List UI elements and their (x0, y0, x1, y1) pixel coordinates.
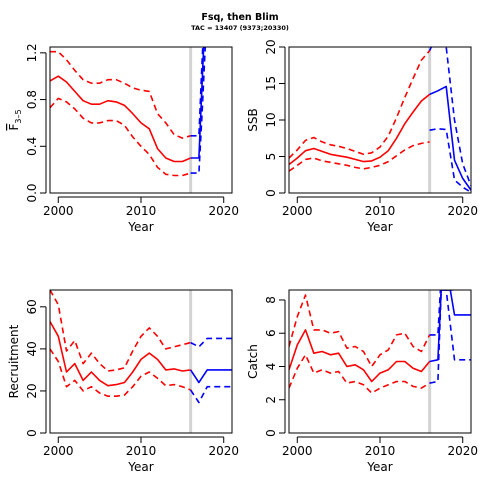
recruitment-ytick-label: 60 (25, 299, 39, 314)
ssb-xtick-label: 2010 (365, 204, 396, 218)
ssb-ytick-label: 15 (264, 76, 278, 91)
recruitment-series-projection-solid-3 (189, 369, 232, 384)
ssb-panel: 2000 2010 2020 0 5 10 15 20 Year SSB (246, 39, 478, 234)
fbar-ytick-label: 1.2 (25, 43, 39, 62)
catch-ytick-label: 8 (264, 296, 278, 304)
fbar-series-projection-solid-3 (190, 47, 205, 159)
catch-xtick-label: 2020 (447, 444, 478, 458)
fbar-xtick-label: 2010 (126, 204, 157, 218)
recruitment-xtick-label: 2010 (126, 444, 157, 458)
ssb-series-projection-solid-3 (429, 85, 471, 191)
recruitment-series-projection-dashed-5 (189, 385, 232, 404)
ssb-ytick-label: 10 (264, 112, 278, 127)
recruitment-ylabel: Recruitment (7, 324, 21, 398)
catch-xtick-label: 2010 (365, 444, 396, 458)
ssb-ylabel: SSB (246, 108, 260, 131)
fbar-xtick-label: 2020 (208, 204, 239, 218)
recruitment-ytick-label: 20 (25, 383, 39, 398)
ssb-xtick-label: 2020 (447, 204, 478, 218)
recruitment-xlabel: Year (127, 460, 153, 474)
catch-ylabel-main: Catch (246, 344, 260, 379)
fbar-series-historical-solid-0 (50, 75, 191, 163)
fbar-series-projection-dashed-4 (190, 47, 204, 137)
fbar-ylabel-main: F (7, 124, 21, 131)
fbar-ylabel: F3–5 (7, 109, 23, 130)
ssb-series-historical-solid-0 (289, 93, 431, 166)
ssb-series-historical-dashed-1 (289, 50, 431, 159)
catch-series-historical-dashed-1 (289, 294, 431, 368)
catch-ylabel: Catch (246, 344, 260, 379)
recruitment-ytick-label: 40 (25, 341, 39, 356)
ssb-plot-frame (288, 46, 472, 194)
recruitment-series-historical-solid-0 (50, 321, 191, 387)
fbar-plot-frame (49, 46, 233, 194)
ssb-series-projection-dashed-4 (428, 47, 471, 186)
figure-subtitle: TAC = 13407 (9373;20330) (191, 24, 289, 32)
fbar-panel: 2000 2010 2020 0.0 0.4 0.8 1.2 Year F3–5 (7, 43, 239, 234)
catch-plot-frame (288, 289, 472, 434)
catch-ytick-label: 0 (264, 429, 278, 437)
fbar-ylabel-sub: 3–5 (14, 109, 23, 123)
catch-series-projection-dashed-4 (429, 290, 455, 336)
fbar-ytick-label: 0.8 (25, 90, 39, 109)
fbar-series-historical-dashed-2 (50, 97, 191, 177)
fbar-series-historical-dashed-1 (50, 50, 191, 139)
recruitment-series-projection-dashed-4 (190, 337, 232, 348)
ssb-series-historical-dashed-2 (289, 141, 430, 172)
catch-ytick-label: 4 (264, 363, 278, 371)
recruitment-ytick-label: 0 (25, 429, 39, 437)
catch-series-historical-solid-0 (289, 329, 431, 383)
fbar-xtick-label: 2000 (43, 204, 74, 218)
fbar-ytick-label: 0.0 (25, 183, 39, 202)
recruitment-ylabel-main: Recruitment (7, 324, 21, 398)
ssb-xlabel: Year (366, 220, 392, 234)
ssb-xtick-label: 2000 (282, 204, 313, 218)
catch-series-projection-dashed-5 (429, 290, 471, 384)
ssb-ytick-label: 5 (264, 153, 278, 161)
catch-series-historical-dashed-2 (289, 353, 431, 394)
fbar-xlabel: Year (127, 220, 153, 234)
figure-title: Fsq, then Blim (201, 12, 278, 23)
fbar-series-projection-dashed-5 (190, 47, 207, 174)
ssb-ytick-label: 20 (264, 39, 278, 54)
recruitment-xtick-label: 2000 (43, 444, 74, 458)
recruitment-panel: 2000 2010 2020 0 20 40 60 Year Recruitment (7, 289, 239, 474)
catch-ytick-label: 2 (264, 396, 278, 404)
ssb-ytick-label: 0 (264, 189, 278, 197)
recruitment-xtick-label: 2020 (208, 444, 239, 458)
recruitment-plot-frame (49, 289, 233, 434)
recruitment-series-historical-dashed-1 (50, 290, 191, 372)
recruitment-series-historical-dashed-2 (50, 348, 191, 398)
catch-xlabel: Year (366, 460, 392, 474)
catch-ytick-label: 6 (264, 329, 278, 337)
ssb-ylabel-main: SSB (246, 108, 260, 131)
catch-xtick-label: 2000 (282, 444, 313, 458)
catch-panel: 2000 2010 2020 0 2 4 6 8 Year Catch (246, 289, 478, 474)
fbar-ytick-label: 0.4 (25, 137, 39, 156)
ssb-series-projection-dashed-5 (429, 128, 471, 193)
